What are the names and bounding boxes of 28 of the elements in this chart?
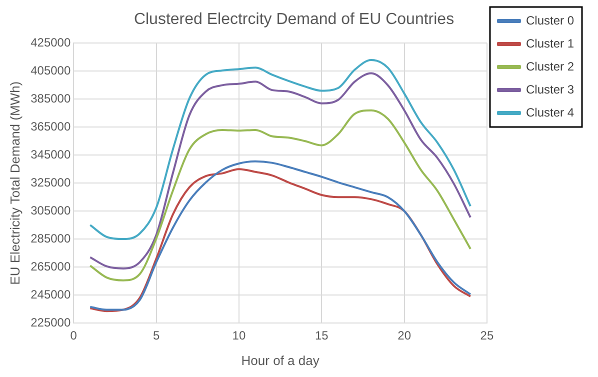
y-tick-label: 285000 bbox=[30, 231, 71, 246]
y-tick-label: 325000 bbox=[30, 175, 71, 190]
line-series bbox=[89, 58, 472, 240]
x-tick-label: 20 bbox=[398, 328, 412, 343]
legend-label: Cluster 4 bbox=[526, 105, 574, 120]
legend-label: Cluster 0 bbox=[526, 13, 574, 28]
x-axis-title: Hour of a day bbox=[241, 352, 320, 368]
x-tick-label: 10 bbox=[232, 328, 246, 343]
y-tick-label: 225000 bbox=[30, 315, 71, 330]
x-tick-label: 5 bbox=[152, 328, 160, 343]
y-tick-label: 265000 bbox=[30, 259, 71, 274]
y-tick-label: 385000 bbox=[30, 91, 71, 106]
y-tick-label: 245000 bbox=[30, 287, 71, 302]
legend-label: Cluster 2 bbox=[526, 59, 574, 74]
x-tick-label: 15 bbox=[314, 328, 329, 343]
y-tick-label: 345000 bbox=[30, 147, 71, 162]
legend-label: Cluster 1 bbox=[526, 36, 574, 50]
x-tick-label: 25 bbox=[480, 328, 494, 343]
y-axis-title: EU Electricity Total Demand (MWh) bbox=[7, 81, 22, 285]
chart-title: Clustered Electrcity Demand of EU Countries bbox=[134, 11, 454, 28]
y-tick-label: 365000 bbox=[30, 119, 71, 134]
x-tick-label: 0 bbox=[70, 328, 78, 343]
line-series bbox=[89, 109, 472, 282]
legend-label: Cluster 3 bbox=[526, 82, 574, 96]
y-tick-label: 405000 bbox=[30, 63, 71, 78]
y-tick-label: 425000 bbox=[30, 36, 71, 50]
y-tick-label: 305000 bbox=[30, 203, 71, 218]
line-series bbox=[89, 72, 472, 270]
